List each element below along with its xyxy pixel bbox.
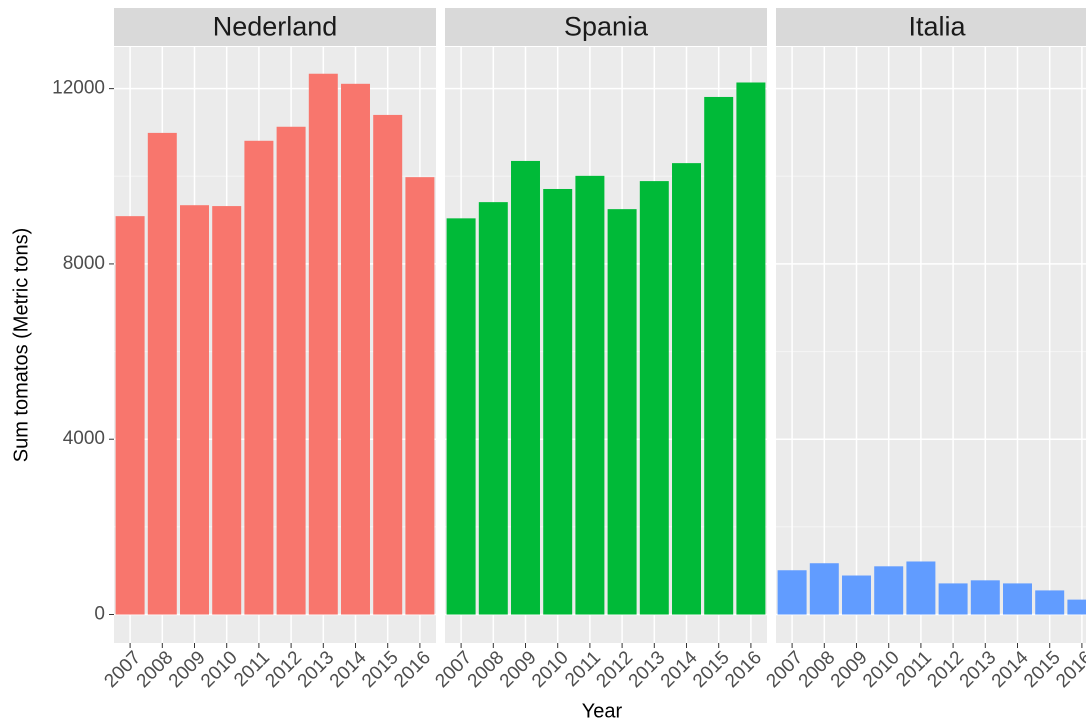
panel-background [776,47,1086,643]
bar [373,114,403,615]
bar [874,566,904,615]
bar [809,563,839,615]
x-tick-label: 2007 [762,647,807,692]
bar [970,580,1000,615]
x-tick-label: 2012 [592,647,637,692]
bar [244,140,274,615]
bar [543,188,573,615]
strip-title: Nederland [213,12,338,42]
strip-background [445,8,767,46]
x-tick-label: 2013 [956,647,1001,692]
x-tick-label: 2012 [923,647,968,692]
bar [1003,583,1032,615]
x-tick-label: 2009 [827,647,872,692]
x-tick-label: 2007 [100,647,145,692]
x-tick-label: 2015 [358,647,403,692]
bar [276,126,306,615]
x-tick-label: 2010 [197,647,242,692]
x-axis-title: Year [582,700,623,722]
bar [777,570,807,615]
bar [704,96,734,615]
bar [842,575,871,615]
bar [308,73,338,615]
bar [180,205,209,615]
strip-background [114,8,436,46]
bar [938,583,968,615]
x-tick-label: 2016 [721,647,766,692]
y-tick-label: 8000 [63,253,105,274]
bar [405,177,435,615]
bar [639,181,669,615]
bar [1035,590,1065,615]
strip-title: Spania [564,12,649,42]
bar [147,132,177,615]
bar [478,202,508,615]
x-tick-label: 2016 [1052,647,1086,692]
bar [575,175,605,615]
bar [1067,599,1086,615]
bar [115,216,145,615]
bar [736,82,766,615]
x-tick-label: 2016 [390,647,435,692]
x-tick-label: 2015 [1020,647,1065,692]
bar [607,209,637,615]
x-tick-label: 2009 [165,647,210,692]
bar [511,160,540,615]
y-tick-label: 4000 [63,428,105,449]
y-axis-title: Sum tomatos (Metric tons) [10,228,32,463]
y-tick-label: 0 [94,604,105,625]
x-tick-label: 2012 [261,647,306,692]
bar [212,206,242,615]
strip-background [776,8,1086,46]
x-tick-label: 2015 [689,647,734,692]
x-tick-label: 2010 [528,647,573,692]
bar [906,561,936,615]
x-tick-label: 2014 [657,647,702,692]
y-tick-label: 12000 [52,78,105,99]
x-tick-label: 2014 [988,647,1033,692]
x-tick-label: 2008 [795,647,840,692]
x-tick-label: 2014 [326,647,371,692]
x-tick-label: 2013 [625,647,670,692]
x-tick-label: 2013 [294,647,339,692]
bar [672,163,701,615]
x-tick-label: 2009 [496,647,541,692]
x-tick-label: 2007 [431,647,476,692]
x-tick-label: 2010 [859,647,904,692]
bar [341,83,370,615]
x-tick-label: 2008 [133,647,178,692]
strip-title: Italia [908,12,966,42]
x-tick-label: 2008 [464,647,509,692]
bar [446,218,476,615]
